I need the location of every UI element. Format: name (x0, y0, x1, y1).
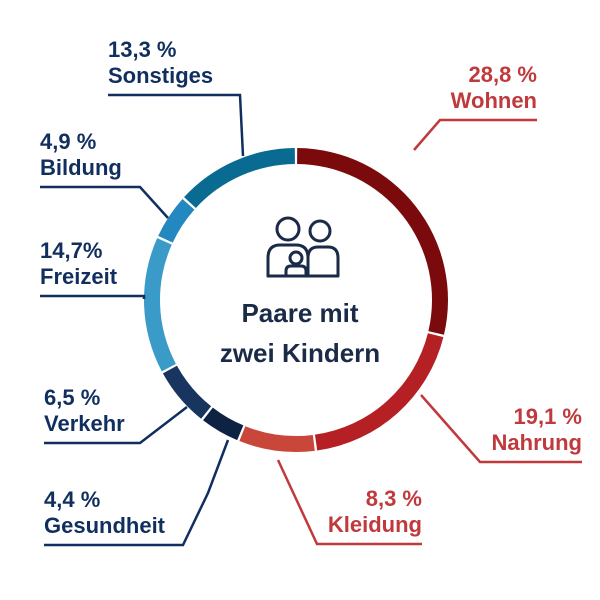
value-label-gesundheit: 4,4 % (44, 487, 100, 512)
leader-line-sonstiges (108, 93, 245, 157)
leader-line-freizeit (40, 294, 146, 299)
slice-kleidung (239, 426, 315, 453)
leader-lines (40, 93, 582, 547)
center-title-line2: zwei Kindern (220, 338, 380, 368)
slice-nahrung (314, 333, 444, 451)
leader-line-nahrung (420, 394, 582, 464)
leader-line-bildung (40, 185, 169, 219)
value-label-freizeit: 14,7% (40, 238, 102, 263)
value-label-bildung: 4,9 % (40, 129, 96, 154)
category-label-wohnen: Wohnen (451, 88, 537, 113)
center-title-line1: Paare mit (241, 298, 358, 328)
value-label-kleidung: 8,3 % (366, 486, 422, 511)
category-label-kleidung: Kleidung (328, 512, 422, 537)
value-label-nahrung: 19,1 % (514, 404, 583, 429)
category-label-nahrung: Nahrung (492, 430, 582, 455)
category-label-verkehr: Verkehr (44, 411, 125, 436)
slice-sonstiges (184, 148, 295, 208)
category-label-gesundheit: Gesundheit (44, 513, 166, 538)
slice-bildung (158, 198, 195, 243)
value-label-wohnen: 28,8 % (469, 62, 538, 87)
category-label-freizeit: Freizeit (40, 264, 118, 289)
leader-line-wohnen (413, 118, 537, 151)
slice-gesundheit (203, 407, 244, 441)
family-icon (266, 216, 340, 278)
slice-wohnen (297, 148, 448, 335)
category-label-bildung: Bildung (40, 155, 122, 180)
slice-verkehr (162, 365, 212, 419)
value-label-verkehr: 6,5 % (44, 385, 100, 410)
slice-freizeit (143, 238, 176, 372)
donut-ring (143, 148, 448, 453)
leader-line-verkehr (44, 406, 188, 445)
leader-line-kleidung (276, 459, 422, 546)
slice-labels: 28,8 %Wohnen 19,1 %Nahrung 8,3 %Kleidung 4,… (40, 37, 582, 538)
category-label-sonstiges: Sonstiges (108, 63, 213, 88)
value-label-sonstiges: 13,3 % (108, 37, 177, 62)
leader-line-gesundheit (44, 439, 230, 547)
